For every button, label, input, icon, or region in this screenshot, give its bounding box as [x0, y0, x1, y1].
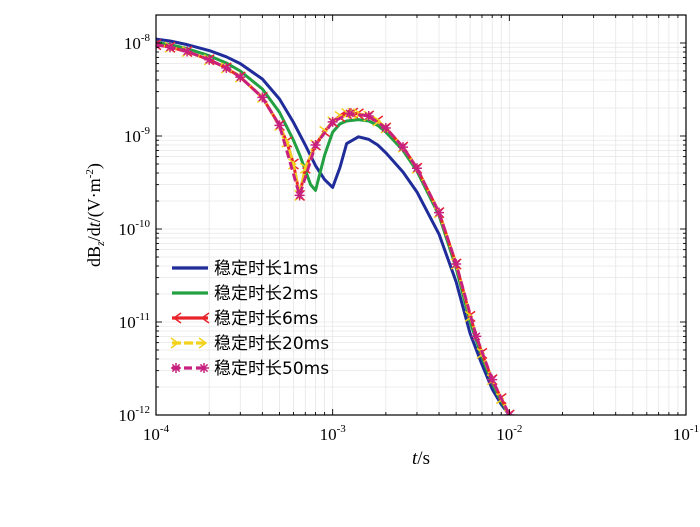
x-axis-label: t/s: [412, 448, 430, 469]
series-5-marker: [487, 374, 498, 385]
legend: 稳定时长1ms 稳定时长2ms 稳定时长6ms 稳定时长20ms 稳定时长50ms: [170, 259, 329, 379]
y-tick-label-2: 10-10: [118, 218, 150, 239]
series-5-marker: [204, 54, 215, 65]
series-3-marker: [355, 108, 364, 120]
legend-label-2: 稳定时长2ms: [214, 284, 318, 304]
x-tick-label-0: 10-4: [143, 423, 170, 444]
series-5-marker: [310, 140, 321, 151]
legend-marker-4b: [198, 337, 208, 349]
series-5-marker: [451, 259, 462, 270]
legend-label-1: 稳定时长1ms: [214, 259, 318, 279]
legend-marker-5b: [199, 363, 209, 373]
series-5-marker: [411, 163, 422, 174]
series-4-marker: [372, 115, 382, 127]
series-5-marker: [235, 72, 246, 83]
legend-label-3: 稳定时长6ms: [214, 309, 318, 329]
series-5-marker: [327, 116, 338, 127]
y-tick-label-1: 10-11: [119, 311, 150, 332]
x-tick-label-2: 10-2: [496, 423, 522, 444]
plot-frame: [155, 14, 687, 416]
legend-marker-4: [170, 337, 180, 349]
x-tick-label-3: 10-1: [673, 423, 699, 444]
legend-label-5: 稳定时长50ms: [214, 359, 329, 379]
series-5-marker: [344, 108, 355, 119]
y-tick-label-4: 10-8: [124, 32, 151, 53]
y-tick-label-3: 10-9: [124, 125, 151, 146]
legend-label-4: 稳定时长20ms: [214, 334, 329, 354]
series-5-marker: [397, 142, 408, 153]
y-tick-labels: 10-12 10-11 10-10 10-9 10-8: [118, 32, 150, 425]
legend-marker-3b: [200, 312, 210, 324]
legend-marker-5: [171, 363, 181, 373]
y-tick-label-0: 10-12: [118, 404, 150, 425]
x-tick-label-1: 10-3: [320, 423, 347, 444]
series-5-marker: [182, 46, 193, 57]
y-axis-label: dBz/dt/(V·m-2): [84, 163, 107, 267]
series-5-marker: [257, 92, 268, 103]
series-3-marker: [497, 393, 507, 405]
series-line-1: [156, 37, 511, 415]
x-tick-labels: 10-4 10-3 10-2 10-1: [143, 423, 699, 444]
legend-marker-3: [172, 312, 182, 324]
series-5-marker: [471, 331, 482, 342]
series-5-marker: [294, 190, 305, 201]
series-5-marker: [380, 122, 391, 133]
series-5-marker: [221, 62, 232, 73]
series-line-5: [156, 43, 511, 415]
series-5-marker: [363, 111, 374, 122]
series-group: [156, 37, 515, 415]
series-5-marker: [164, 42, 175, 53]
axis-ticks: [155, 14, 686, 416]
series-5-marker: [434, 207, 445, 218]
series-5-marker: [274, 120, 285, 131]
